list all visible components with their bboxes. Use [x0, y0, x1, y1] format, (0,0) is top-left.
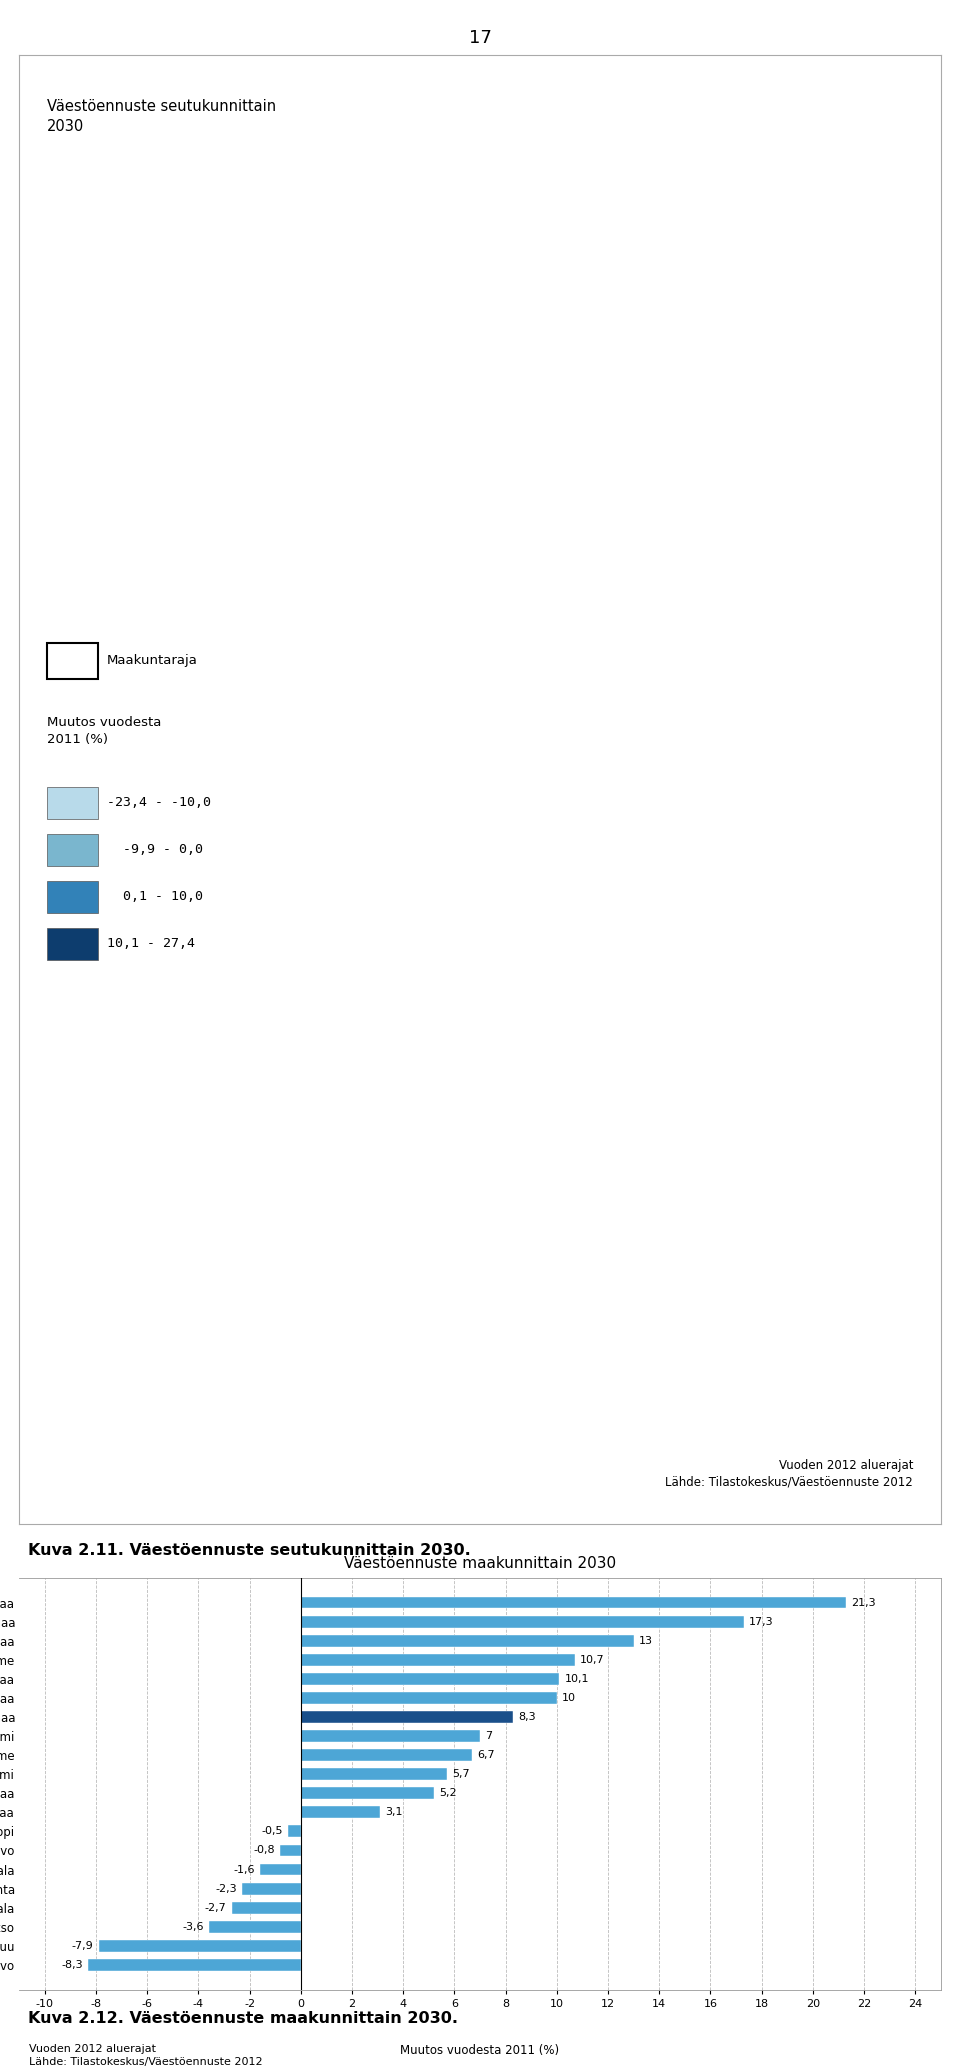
Text: Kuva 2.12. Väestöennuste maakunnittain 2030.: Kuva 2.12. Väestöennuste maakunnittain 2…: [29, 2011, 459, 2026]
Text: 5,7: 5,7: [452, 1769, 469, 1779]
Bar: [280, 1846, 300, 1856]
Text: 7: 7: [485, 1732, 492, 1740]
Bar: [300, 1635, 634, 1647]
Bar: [300, 1730, 480, 1742]
Text: -0,8: -0,8: [253, 1846, 276, 1856]
Title: Väestöennuste maakunnittain 2030: Väestöennuste maakunnittain 2030: [344, 1556, 616, 1570]
Bar: [300, 1674, 560, 1684]
Text: 10,7: 10,7: [580, 1655, 605, 1666]
Text: -7,9: -7,9: [72, 1941, 93, 1951]
Bar: [47, 927, 98, 960]
Bar: [260, 1864, 300, 1875]
Text: 17: 17: [468, 29, 492, 48]
Text: 8,3: 8,3: [518, 1711, 536, 1721]
Text: 13: 13: [638, 1637, 653, 1645]
Text: Maakuntaraja: Maakuntaraja: [107, 654, 198, 668]
Text: 10: 10: [562, 1692, 576, 1703]
Bar: [300, 1653, 575, 1666]
Text: -9,9 - 0,0: -9,9 - 0,0: [107, 844, 203, 857]
Bar: [288, 1825, 300, 1837]
Text: Muutos vuodesta
2011 (%): Muutos vuodesta 2011 (%): [47, 716, 161, 747]
Text: 0,1 - 10,0: 0,1 - 10,0: [107, 890, 203, 904]
Bar: [300, 1616, 744, 1628]
Text: -2,7: -2,7: [204, 1903, 227, 1912]
Text: 5,2: 5,2: [439, 1788, 457, 1798]
Bar: [47, 643, 98, 679]
Text: Muutos vuodesta 2011 (%): Muutos vuodesta 2011 (%): [400, 2044, 560, 2057]
Bar: [47, 881, 98, 912]
Bar: [300, 1788, 434, 1800]
Bar: [231, 1901, 300, 1914]
Bar: [300, 1597, 846, 1608]
Text: -3,6: -3,6: [182, 1922, 204, 1932]
Text: -1,6: -1,6: [233, 1864, 254, 1875]
Bar: [300, 1769, 446, 1779]
Text: 3,1: 3,1: [385, 1808, 403, 1817]
Bar: [300, 1806, 380, 1819]
Text: -0,5: -0,5: [261, 1827, 283, 1837]
Bar: [300, 1692, 557, 1703]
Text: -23,4 - -10,0: -23,4 - -10,0: [107, 797, 211, 809]
Bar: [242, 1883, 300, 1895]
Bar: [208, 1920, 300, 1932]
Bar: [47, 786, 98, 819]
Bar: [300, 1711, 514, 1723]
Bar: [88, 1959, 300, 1972]
Bar: [99, 1941, 300, 1951]
Text: 10,1: 10,1: [564, 1674, 589, 1684]
Text: Vuoden 2012 aluerajat
Lähde: Tilastokeskus/Väestöennuste 2012: Vuoden 2012 aluerajat Lähde: Tilastokesk…: [29, 2044, 262, 2067]
Bar: [300, 1748, 472, 1761]
Text: 17,3: 17,3: [749, 1616, 774, 1626]
Text: Väestöennuste seutukunnittain
2030: Väestöennuste seutukunnittain 2030: [47, 99, 276, 134]
Text: Kuva 2.11. Väestöennuste seutukunnittain 2030.: Kuva 2.11. Väestöennuste seutukunnittain…: [29, 1543, 471, 1558]
Text: -2,3: -2,3: [215, 1883, 237, 1893]
Text: Vuoden 2012 aluerajat
Lähde: Tilastokeskus/Väestöennuste 2012: Vuoden 2012 aluerajat Lähde: Tilastokesk…: [665, 1459, 913, 1490]
Text: 6,7: 6,7: [477, 1750, 495, 1761]
Text: 10,1 - 27,4: 10,1 - 27,4: [107, 937, 195, 950]
Text: 21,3: 21,3: [852, 1597, 876, 1608]
Text: -8,3: -8,3: [61, 1959, 84, 1970]
Bar: [47, 834, 98, 867]
